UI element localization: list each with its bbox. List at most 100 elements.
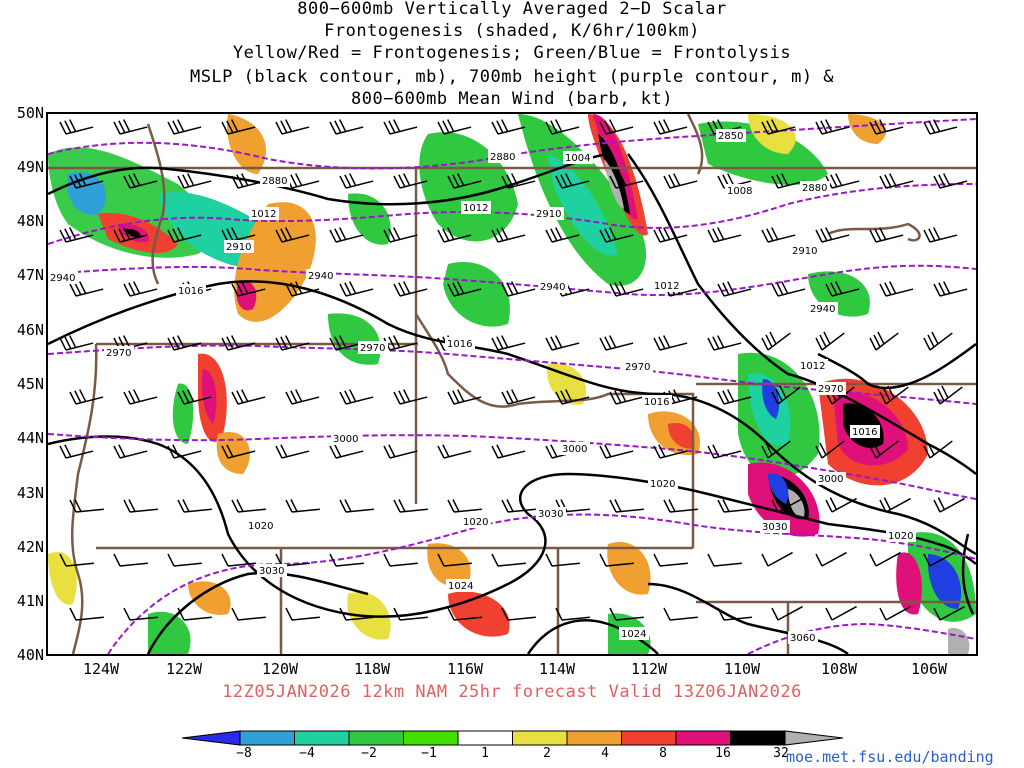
wind-barb-flag: [329, 121, 337, 135]
wind-barb-flag: [877, 331, 885, 345]
mslp-label: 1012: [251, 209, 276, 220]
wind-barb-flag: [491, 121, 499, 135]
wind-barb-flag: [74, 174, 82, 188]
title-line-4: MSLP (black contour, mb), 700mb height (…: [189, 67, 835, 87]
mslp-label: 1024: [621, 629, 646, 640]
wind-barb-flag: [663, 175, 671, 189]
wind-barb-flag: [933, 175, 941, 189]
wind-barb-flag: [781, 281, 789, 294]
wind-barb-flag: [79, 281, 87, 294]
label-bg: [563, 151, 593, 164]
wind-barb-flag: [383, 229, 391, 243]
wind-barb-flag: [707, 337, 715, 351]
wind-barb-flag: [717, 499, 725, 513]
wind-barb-flag: [609, 119, 617, 132]
wind-barb-flag: [275, 445, 283, 459]
wind-barb-flag: [403, 389, 411, 402]
wind-barb-flag: [604, 120, 612, 134]
wind-barb-flag: [69, 119, 77, 132]
wind-barb-flag: [280, 444, 288, 458]
wind-barb-flag: [226, 120, 234, 134]
wind-barb-flag: [825, 119, 833, 132]
wind-barb-flag: [59, 229, 67, 243]
height-label: 2970: [106, 348, 131, 359]
wind-barb-flag: [437, 121, 445, 135]
wind-barb-flag: [501, 175, 509, 189]
lat-label: 41N: [16, 592, 44, 610]
wind-barb-flag: [285, 607, 293, 621]
height-contours: [48, 118, 976, 654]
label-bg: [257, 564, 287, 577]
lon-label: 114W: [538, 660, 576, 678]
height-label: 3030: [538, 509, 563, 520]
wind-barb-flag: [187, 173, 195, 186]
mslp-contours: [48, 152, 976, 654]
wind-barb-flag: [59, 121, 67, 135]
wind-barb-flag: [339, 607, 347, 621]
wind-barb-flag: [619, 281, 627, 294]
wind-barb-flag: [118, 444, 126, 458]
wind-barb-flag: [771, 499, 779, 513]
wind-barb-flag: [290, 390, 298, 404]
wind-barb-flag: [128, 390, 136, 404]
wind-barb-flag: [128, 174, 136, 188]
wind-barb: [831, 386, 855, 405]
wind-barb-flag: [776, 174, 784, 188]
wind-barb-flag: [825, 283, 833, 297]
wind-barb-flag: [555, 607, 563, 621]
source-url[interactable]: moe.met.fsu.edu/banding: [786, 748, 994, 766]
wind-barb-flag: [599, 553, 607, 567]
colorbar-swatch: [348, 730, 404, 746]
wind-barb-flag: [231, 391, 239, 405]
wind-barb-flag: [275, 121, 283, 135]
lat-label: 43N: [16, 484, 44, 502]
wind-barb-flag: [658, 120, 666, 134]
wind-barb-flag: [393, 227, 401, 240]
wind-barb-flag: [437, 229, 445, 243]
lon-label: 106W: [910, 660, 948, 678]
wind-barb-flag: [609, 227, 617, 240]
wind-barb: [777, 605, 803, 621]
wind-barb-flag: [722, 499, 730, 512]
lon-label: 108W: [820, 660, 858, 678]
shade-frontogenesis: [216, 432, 250, 474]
wind-barb-flag: [565, 173, 573, 186]
mslp-label: 1004: [565, 153, 590, 164]
wind-barb-flag: [938, 282, 946, 296]
wind-barb-flag: [329, 445, 337, 459]
label-bg: [642, 395, 672, 408]
wind-barb-flag: [447, 227, 455, 240]
wind-barb-flag: [64, 120, 72, 134]
wind-barb-flag: [452, 499, 460, 512]
wind-barb-flag: [388, 120, 396, 134]
colorbar-label: 1: [481, 746, 489, 761]
wind-barb-flag: [609, 607, 617, 621]
wind-barb: [129, 616, 158, 621]
label-bg: [358, 341, 388, 354]
wind-barb-flag: [658, 444, 666, 458]
mslp-label: 1020: [888, 531, 913, 542]
wind-barb-flag: [172, 444, 180, 458]
wind-barb-flag: [280, 120, 288, 134]
wind-barb: [821, 440, 845, 459]
height-label: 3000: [818, 474, 843, 485]
mslp-label: 1012: [800, 361, 825, 372]
wind-barb-flag: [550, 120, 558, 134]
wind-barb-flag: [118, 120, 126, 134]
wind-barb: [443, 562, 472, 567]
wind-barb-flag: [506, 282, 514, 296]
wind-barb-flag: [295, 389, 303, 402]
wind-barb-flag: [560, 390, 568, 404]
wind-barb-flag: [619, 389, 627, 402]
wind-barb-flag: [334, 120, 342, 134]
wind-barb-flag: [727, 389, 735, 402]
wind-barb-flag: [69, 499, 77, 513]
wind-barb-flag: [769, 331, 777, 345]
wind-barb-flag: [933, 607, 941, 621]
wind-barb-flag: [334, 228, 342, 242]
colorbar-label: −1: [421, 746, 437, 761]
wind-barb-flag: [339, 175, 347, 189]
wind-barb-flag: [290, 499, 298, 512]
wind-barb: [831, 605, 857, 621]
wind-barb-flag: [931, 331, 939, 345]
